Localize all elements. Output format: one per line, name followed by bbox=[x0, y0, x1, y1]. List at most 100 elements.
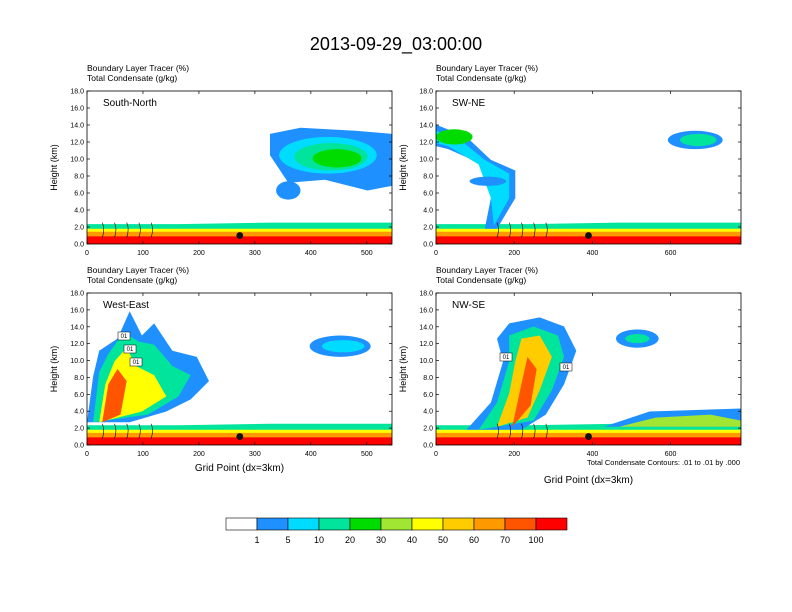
y-tick-label: 6.0 bbox=[423, 392, 433, 399]
y-tick-label: 16.0 bbox=[419, 307, 433, 314]
x-tick-label: 500 bbox=[361, 451, 373, 458]
y-tick-label: 10.0 bbox=[70, 157, 84, 164]
panel-title-line: Total Condensate (g/kg) bbox=[436, 275, 526, 285]
y-tick-label: 12.0 bbox=[70, 341, 84, 348]
panel-title-line: Total Condensate (g/kg) bbox=[436, 73, 526, 83]
condensate-contour bbox=[521, 222, 524, 238]
x-tick-label: 200 bbox=[193, 250, 205, 257]
y-tick-label: 18.0 bbox=[70, 89, 84, 96]
condensate-contour bbox=[126, 222, 129, 238]
x-axis-label: Grid Point (dx=3km) bbox=[544, 475, 633, 486]
y-tick-label: 2.0 bbox=[74, 426, 84, 433]
x-tick-label: 400 bbox=[587, 451, 599, 458]
y-axis-label: Height (km) bbox=[49, 346, 59, 393]
y-tick-label: 14.0 bbox=[70, 324, 84, 331]
tracer-region bbox=[276, 181, 301, 200]
y-tick-label: 2.0 bbox=[423, 225, 433, 232]
boundary-layer-band bbox=[436, 236, 741, 244]
plot-frame bbox=[435, 90, 742, 245]
y-tick-label: 6.0 bbox=[423, 191, 433, 198]
panel-nw-se: Boundary Layer Tracer (%)Total Condensat… bbox=[398, 265, 742, 486]
condensate-contour bbox=[150, 423, 153, 440]
condensate-contour bbox=[138, 423, 141, 440]
location-marker bbox=[236, 433, 244, 440]
y-axis-label: Height (km) bbox=[398, 346, 408, 393]
y-tick-label: 2.0 bbox=[423, 426, 433, 433]
y-tick-label: 2.0 bbox=[74, 225, 84, 232]
y-tick-label: 0.0 bbox=[74, 443, 84, 450]
boundary-layer-band bbox=[87, 236, 392, 244]
tracer-region bbox=[436, 129, 473, 145]
colorbar: 1 5 10 20 30 40 50 60 70 100 bbox=[225, 517, 568, 545]
condensate-contour bbox=[545, 423, 548, 440]
y-tick-label: 12.0 bbox=[419, 140, 433, 147]
field bbox=[436, 293, 741, 445]
condensate-contour bbox=[114, 423, 117, 440]
condensate-contour bbox=[533, 222, 536, 238]
colorbar-swatch bbox=[380, 517, 413, 531]
colorbar-label: 60 bbox=[469, 535, 479, 545]
y-tick-label: 8.0 bbox=[423, 375, 433, 382]
panel-name: SW-NE bbox=[452, 98, 485, 109]
colorbar-swatch bbox=[225, 517, 258, 531]
location-marker bbox=[585, 433, 592, 440]
colorbar-label: 30 bbox=[376, 535, 386, 545]
contour-label: 01 bbox=[121, 334, 128, 340]
panels: Boundary Layer Tracer (%)Total Condensat… bbox=[49, 63, 742, 486]
location-marker bbox=[585, 232, 592, 239]
panel-title-line: Total Condensate (g/kg) bbox=[87, 275, 177, 285]
x-tick-label: 0 bbox=[434, 250, 438, 257]
y-tick-label: 10.0 bbox=[419, 157, 433, 164]
contour-label-box bbox=[129, 357, 143, 367]
x-tick-label: 400 bbox=[305, 451, 317, 458]
condensate-contour bbox=[114, 222, 117, 238]
contour-label-box bbox=[499, 352, 513, 362]
y-tick-label: 10.0 bbox=[70, 358, 84, 365]
colorbar-label: 1 bbox=[254, 535, 259, 545]
colorbar-label: 10 bbox=[314, 535, 324, 545]
y-tick-label: 18.0 bbox=[419, 291, 433, 298]
y-tick-label: 0.0 bbox=[74, 242, 84, 249]
colorbar-swatch bbox=[411, 517, 444, 531]
y-tick-label: 18.0 bbox=[70, 291, 84, 298]
colorbar-label: 50 bbox=[438, 535, 448, 545]
y-tick-label: 0.0 bbox=[423, 242, 433, 249]
x-tick-label: 400 bbox=[305, 250, 317, 257]
field bbox=[87, 91, 392, 244]
x-tick-label: 100 bbox=[137, 451, 149, 458]
panel-name: South-North bbox=[103, 98, 157, 109]
y-tick-label: 4.0 bbox=[74, 409, 84, 416]
colorbar-swatch bbox=[287, 517, 320, 531]
condensate-contour bbox=[533, 423, 536, 440]
y-tick-label: 14.0 bbox=[419, 324, 433, 331]
page-title: 2013-09-29_03:00:00 bbox=[310, 34, 482, 55]
contour-label-box bbox=[117, 331, 131, 341]
field bbox=[87, 293, 392, 445]
panel-title-line: Total Condensate (g/kg) bbox=[87, 73, 177, 83]
panel-west-east: Boundary Layer Tracer (%)Total Condensat… bbox=[49, 265, 393, 474]
condensate-contour bbox=[545, 222, 548, 238]
plot-frame bbox=[86, 90, 393, 245]
panel-title-line: Boundary Layer Tracer (%) bbox=[87, 265, 189, 275]
contour-label: 01 bbox=[127, 347, 134, 353]
contour-note: Total Condensate Contours: .01 to .01 by… bbox=[587, 458, 740, 467]
y-tick-label: 16.0 bbox=[70, 106, 84, 113]
condensate-contour bbox=[138, 222, 141, 238]
y-tick-label: 8.0 bbox=[423, 174, 433, 181]
x-axis-label: Grid Point (dx=3km) bbox=[195, 463, 284, 474]
tracer-region bbox=[102, 369, 127, 423]
field bbox=[436, 91, 741, 244]
colorbar-swatch bbox=[535, 517, 568, 531]
colorbar-label: 100 bbox=[528, 535, 543, 545]
panel-title-line: Boundary Layer Tracer (%) bbox=[87, 63, 189, 73]
boundary-layer-band bbox=[87, 437, 392, 445]
y-tick-label: 4.0 bbox=[74, 208, 84, 215]
x-tick-label: 0 bbox=[434, 451, 438, 458]
plot-frame bbox=[86, 292, 393, 446]
y-tick-label: 16.0 bbox=[70, 307, 84, 314]
y-tick-label: 8.0 bbox=[74, 375, 84, 382]
y-tick-label: 12.0 bbox=[419, 341, 433, 348]
colorbar-swatch bbox=[349, 517, 382, 531]
tracer-region bbox=[321, 340, 365, 353]
